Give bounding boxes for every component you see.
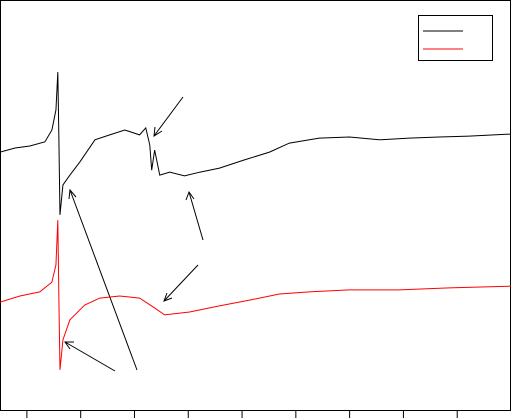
arrow <box>64 341 116 372</box>
series-line <box>0 220 512 370</box>
arrow-head <box>185 190 195 201</box>
arrow <box>69 189 138 371</box>
annotation-arrows <box>64 96 204 372</box>
arrow <box>163 264 199 302</box>
arrow-head <box>163 292 173 302</box>
arrow-head <box>153 126 163 137</box>
arrow <box>188 191 204 241</box>
arrow <box>153 96 184 137</box>
arrow-head <box>64 341 74 350</box>
arrow-head <box>68 188 77 200</box>
legend-box <box>418 15 493 61</box>
series-line <box>0 72 512 215</box>
